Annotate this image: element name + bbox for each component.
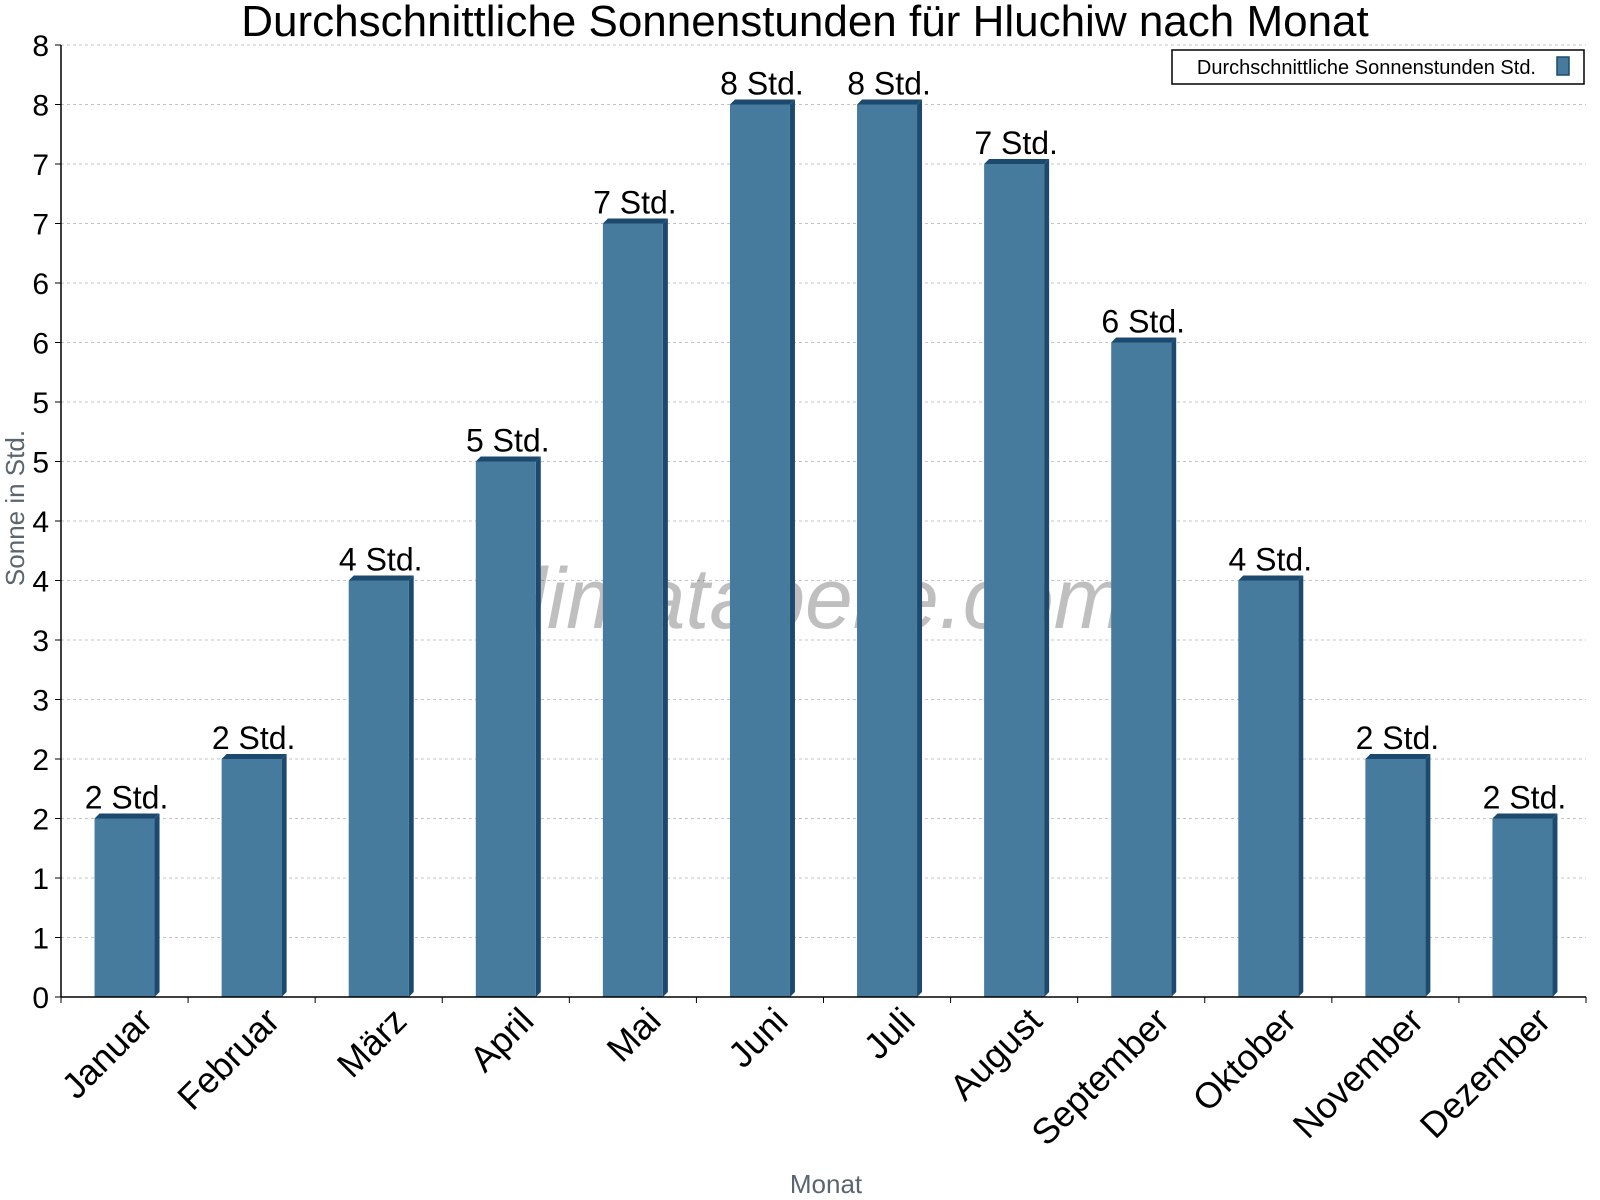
data-label: 7 Std. (593, 185, 677, 221)
bar-top (94, 813, 160, 819)
x-tick-label: Januar (53, 1000, 160, 1107)
bar (1365, 759, 1426, 997)
bar-top (857, 99, 923, 105)
bar (984, 164, 1045, 997)
y-tick-label: 6 (32, 268, 49, 301)
axes (55, 44, 1587, 1003)
bars (94, 99, 1558, 997)
bar (857, 104, 918, 997)
bar-side (1171, 337, 1177, 997)
data-label: 6 Std. (1101, 304, 1185, 340)
bar (1492, 818, 1553, 997)
bar (94, 818, 155, 997)
x-tick-label: Juli (856, 1000, 923, 1067)
data-label: 5 Std. (466, 423, 550, 459)
x-tick-label: Februar (169, 1000, 287, 1118)
bar (729, 104, 790, 997)
bar-top (1492, 813, 1558, 819)
data-label: 8 Std. (847, 66, 931, 102)
bar (1111, 342, 1172, 997)
bar-side (281, 754, 287, 997)
x-tick-label: März (329, 1000, 415, 1086)
x-tick-labels: Januar Februar März April Mai Juni Juli AugustS… (53, 1000, 1558, 1154)
bar-side (1552, 813, 1558, 997)
y-tick-label: 8 (32, 90, 49, 123)
x-tick-label: Dezember (1412, 1000, 1558, 1146)
bar (221, 759, 282, 997)
bar-top (348, 575, 414, 581)
data-label: 2 Std. (1356, 720, 1440, 756)
x-tick-label: Juni (720, 1000, 796, 1076)
bar-top (475, 456, 541, 462)
bar-top (1238, 575, 1304, 581)
bar (1238, 580, 1299, 997)
y-tick-label: 6 (32, 328, 49, 361)
y-tick-label: 4 (32, 506, 49, 539)
data-label: 8 Std. (720, 66, 804, 102)
y-tick-label: 1 (32, 923, 49, 956)
x-tick-label: Mai (599, 1000, 669, 1070)
y-tick-label: 5 (32, 387, 49, 420)
data-label: 2 Std. (212, 720, 296, 756)
data-label: 2 Std. (85, 780, 169, 816)
y-tick-label: 0 (32, 982, 49, 1015)
y-tick-label: 5 (32, 447, 49, 480)
bar-side (535, 456, 541, 997)
x-axis-label: Monat (790, 1169, 863, 1199)
legend: Durchschnittliche Sonnenstunden Std. (1171, 49, 1585, 85)
y-axis-label: Sonne in Std. (0, 430, 30, 586)
bar-side (154, 813, 160, 997)
bar (602, 223, 663, 997)
bar-side (1044, 159, 1050, 997)
bar-side (1425, 754, 1431, 997)
bar (348, 580, 409, 997)
chart-title: Durchschnittliche Sonnenstunden für Hluc… (241, 0, 1369, 46)
y-tick-label: 8 (32, 30, 49, 63)
y-tick-label: 1 (32, 863, 49, 896)
bar-top (984, 159, 1050, 164)
data-label: 7 Std. (974, 125, 1058, 161)
bar (475, 461, 536, 997)
x-tick-label: November (1285, 1000, 1431, 1146)
bar-side (1298, 575, 1304, 997)
bar-top (1111, 337, 1177, 343)
y-tick-label: 2 (32, 804, 49, 837)
bar-side (408, 575, 414, 997)
x-tick-label: April (462, 1000, 542, 1080)
legend-box (1171, 49, 1585, 85)
data-labels: 2 Std. 2 Std. 4 Std. 5 Std. 7 Std. 8 Std. 8 St… (85, 66, 1567, 816)
y-tick-label: 7 (32, 209, 49, 242)
grid (61, 44, 1586, 938)
bar-side (917, 99, 923, 997)
data-label: 4 Std. (339, 542, 423, 578)
y-tick-label: 2 (32, 744, 49, 777)
y-tick-label: 3 (32, 685, 49, 718)
data-label: 4 Std. (1228, 542, 1312, 578)
y-tick-label: 7 (32, 149, 49, 182)
bar-side (789, 99, 795, 997)
y-tick-label: 3 (32, 625, 49, 658)
y-tick-label: 4 (32, 566, 49, 599)
bar-side (662, 218, 668, 997)
y-tick-labels: 0 1 1 2 2 3 3 4 4 5 5 6 6 7 7 8 8 (32, 30, 49, 1015)
legend-label: Durchschnittliche Sonnenstunden Std. (1197, 57, 1536, 79)
x-tick-label: September (1023, 1000, 1177, 1154)
bar-top (1365, 754, 1431, 759)
bar-top (602, 218, 668, 224)
legend-swatch (1556, 56, 1570, 76)
x-tick-label: August (942, 1000, 1050, 1108)
data-label: 2 Std. (1483, 780, 1567, 816)
bar-top (221, 754, 287, 759)
bar-top (729, 99, 795, 105)
x-tick-label: Oktober (1184, 1000, 1304, 1120)
